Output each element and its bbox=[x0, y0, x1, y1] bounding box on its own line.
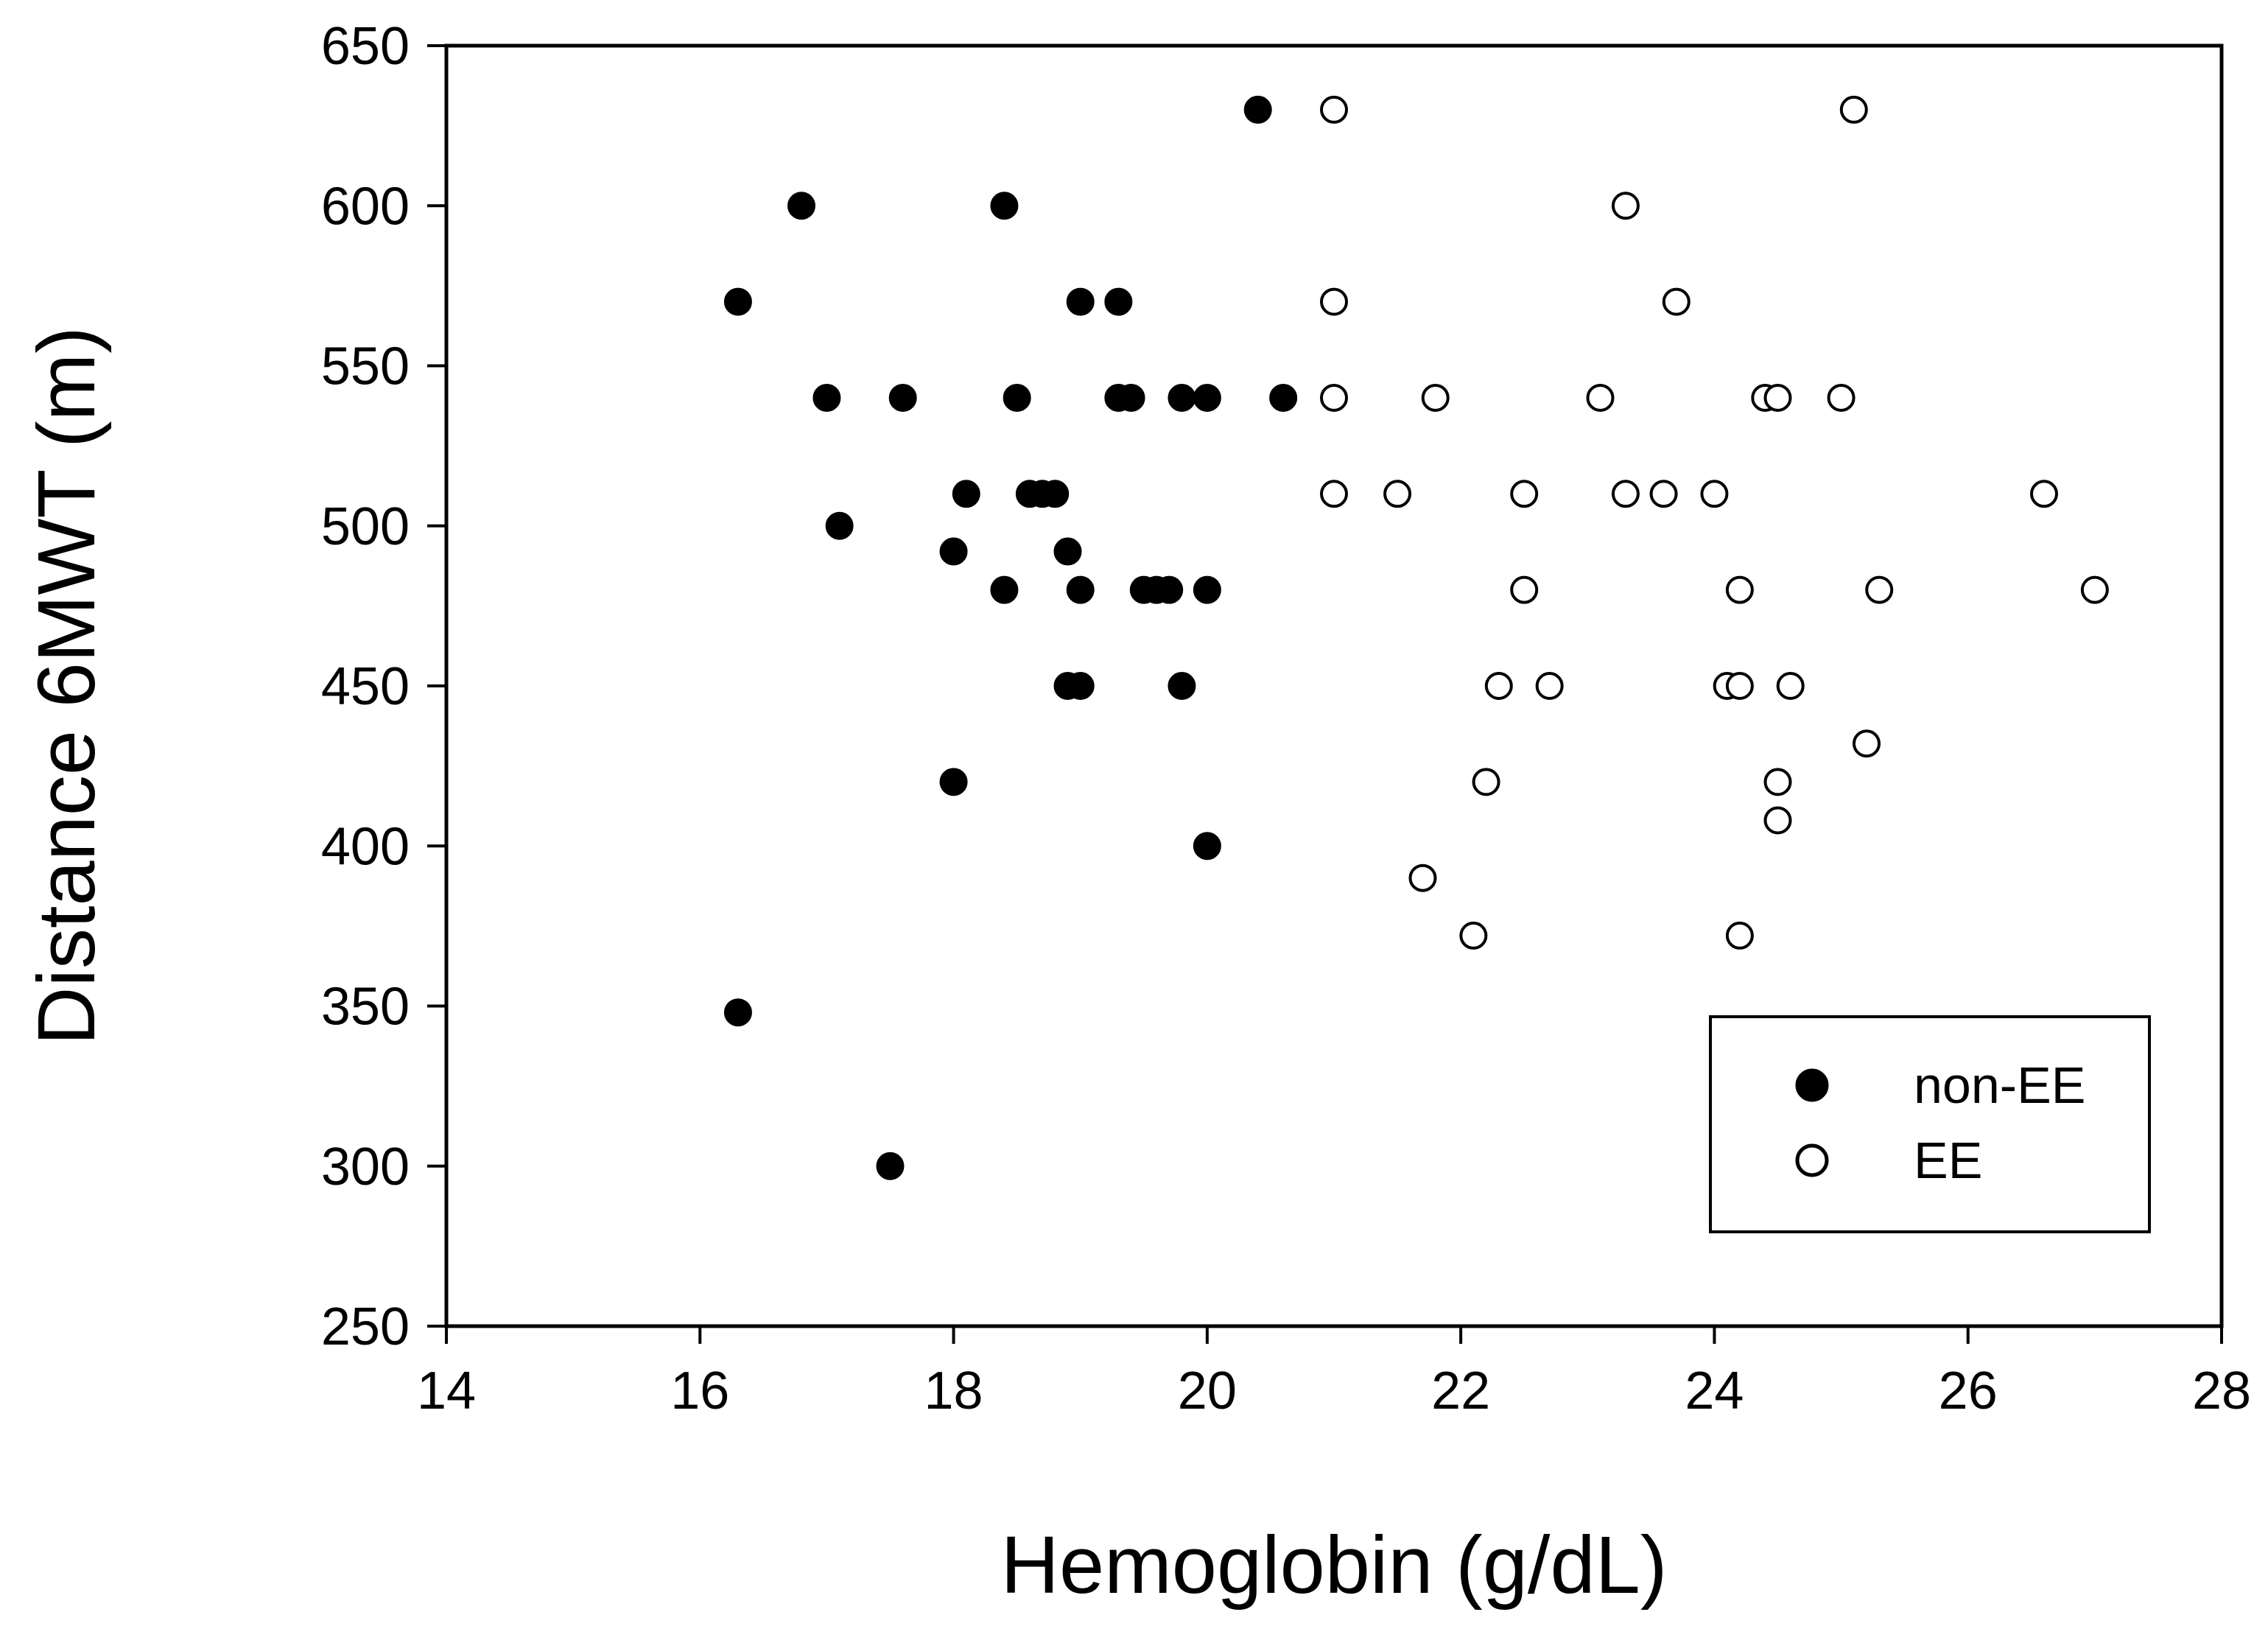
data-points bbox=[723, 95, 2109, 1180]
data-point-non-ee bbox=[812, 383, 841, 412]
y-tick-label: 450 bbox=[321, 657, 410, 716]
y-tick-label: 550 bbox=[321, 337, 410, 396]
data-point-non-ee bbox=[1243, 95, 1272, 124]
data-point-ee bbox=[1586, 383, 1615, 412]
data-point-non-ee bbox=[1003, 383, 1031, 412]
x-tick-label: 16 bbox=[670, 1362, 729, 1420]
data-point-non-ee bbox=[1117, 383, 1145, 412]
data-point-ee bbox=[1408, 863, 1437, 892]
y-tick-label: 500 bbox=[321, 497, 410, 556]
data-point-non-ee bbox=[1193, 832, 1221, 861]
x-tick-label: 22 bbox=[1431, 1362, 1490, 1420]
data-point-non-ee bbox=[1193, 383, 1221, 412]
data-point-non-ee bbox=[1066, 672, 1095, 700]
data-point-non-ee bbox=[990, 575, 1019, 604]
data-point-ee bbox=[1383, 480, 1412, 508]
data-point-non-ee bbox=[939, 537, 968, 566]
legend-label-ee: EE bbox=[1914, 1132, 1982, 1189]
data-point-ee bbox=[1320, 95, 1348, 124]
y-axis-title: Distance 6MWT (m) bbox=[21, 326, 112, 1045]
x-axis-ticks: 14 16 18 20 22 24 26 28 bbox=[417, 1326, 2251, 1420]
data-point-ee bbox=[1839, 95, 1868, 124]
data-point-non-ee bbox=[723, 287, 752, 316]
legend: non-EE EE bbox=[1709, 1015, 2151, 1233]
data-point-ee bbox=[1763, 383, 1792, 412]
data-point-non-ee bbox=[1269, 383, 1298, 412]
data-point-ee bbox=[1320, 383, 1348, 412]
data-point-ee bbox=[1725, 921, 1754, 950]
y-tick-label: 350 bbox=[321, 978, 410, 1037]
data-point-non-ee bbox=[1155, 575, 1184, 604]
data-point-non-ee bbox=[952, 480, 980, 508]
data-point-ee bbox=[1320, 287, 1348, 316]
data-point-non-ee bbox=[939, 768, 968, 796]
data-point-ee bbox=[1763, 806, 1792, 835]
data-point-ee bbox=[1421, 383, 1450, 412]
data-point-non-ee bbox=[1066, 575, 1095, 604]
data-point-ee bbox=[2030, 480, 2058, 508]
data-point-ee bbox=[2080, 575, 2109, 604]
data-point-ee bbox=[1763, 768, 1792, 796]
x-tick-label: 20 bbox=[1178, 1362, 1237, 1420]
data-point-ee bbox=[1510, 480, 1539, 508]
x-tick-label: 24 bbox=[1685, 1362, 1744, 1420]
data-point-non-ee bbox=[888, 383, 917, 412]
data-point-non-ee bbox=[1168, 672, 1196, 700]
x-axis-title: Hemoglobin (g/dL) bbox=[1001, 1520, 1668, 1611]
data-point-non-ee bbox=[787, 192, 815, 220]
data-point-ee bbox=[1662, 287, 1691, 316]
data-point-ee bbox=[1320, 480, 1348, 508]
legend-label-non-ee: non-EE bbox=[1914, 1056, 2085, 1114]
data-point-ee bbox=[1472, 768, 1500, 796]
x-tick-label: 18 bbox=[924, 1362, 983, 1420]
data-point-non-ee bbox=[990, 192, 1019, 220]
data-point-ee bbox=[1725, 672, 1754, 700]
data-point-non-ee bbox=[1193, 575, 1221, 604]
data-point-ee bbox=[1853, 729, 1881, 758]
data-point-ee bbox=[1535, 672, 1564, 700]
data-point-ee bbox=[1700, 480, 1729, 508]
data-point-ee bbox=[1611, 480, 1640, 508]
data-point-non-ee bbox=[1041, 480, 1070, 508]
y-axis-ticks: 250 300 350 400 450 500 550 600 650 bbox=[321, 17, 446, 1356]
legend-marker-ee bbox=[1795, 1143, 1829, 1177]
data-point-ee bbox=[1865, 575, 1894, 604]
legend-marker-non-ee bbox=[1795, 1068, 1829, 1102]
y-tick-label: 600 bbox=[321, 177, 410, 236]
y-tick-label: 650 bbox=[321, 17, 410, 76]
data-point-ee bbox=[1611, 192, 1640, 220]
x-tick-label: 26 bbox=[1939, 1362, 1998, 1420]
y-tick-label: 400 bbox=[321, 817, 410, 876]
data-point-non-ee bbox=[1168, 383, 1196, 412]
data-point-ee bbox=[1776, 672, 1805, 700]
data-point-non-ee bbox=[1066, 287, 1095, 316]
data-point-ee bbox=[1725, 575, 1754, 604]
legend-box bbox=[1709, 1015, 2151, 1233]
y-tick-label: 250 bbox=[321, 1297, 410, 1356]
data-point-non-ee bbox=[825, 511, 854, 540]
data-point-ee bbox=[1510, 575, 1539, 604]
data-point-ee bbox=[1484, 672, 1513, 700]
data-point-non-ee bbox=[876, 1152, 905, 1180]
y-tick-label: 300 bbox=[321, 1138, 410, 1196]
x-tick-label: 28 bbox=[2192, 1362, 2251, 1420]
data-point-non-ee bbox=[1053, 537, 1082, 566]
data-point-non-ee bbox=[723, 998, 752, 1027]
data-point-ee bbox=[1459, 921, 1488, 950]
x-tick-label: 14 bbox=[417, 1362, 476, 1420]
data-point-ee bbox=[1649, 480, 1678, 508]
data-point-non-ee bbox=[1104, 287, 1133, 316]
data-point-ee bbox=[1827, 383, 1856, 412]
